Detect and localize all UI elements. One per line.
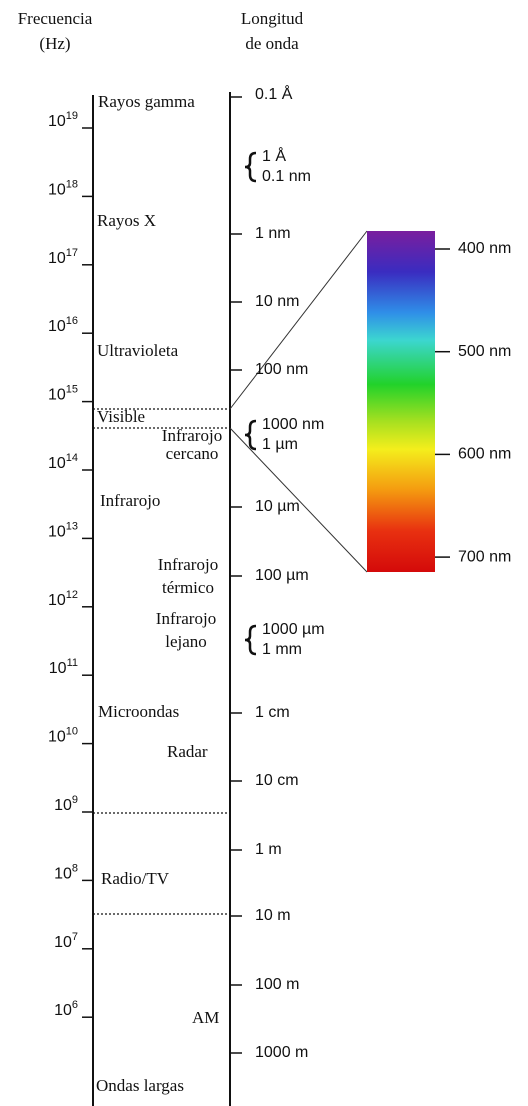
- exponent: 13: [66, 520, 78, 532]
- band-label: Infrarojo: [156, 609, 216, 628]
- wavelength-label: 0.1 Å: [255, 84, 293, 103]
- wavelength-label: 1 nm: [255, 225, 291, 242]
- base: 10: [48, 592, 66, 609]
- wavelength-label: 100 µm: [255, 567, 309, 584]
- band-label: Radio/TV: [101, 869, 170, 888]
- base: 10: [48, 250, 66, 267]
- band-label: Ultravioleta: [97, 341, 179, 360]
- frequency-label: 1016: [48, 315, 78, 335]
- header: (Hz): [39, 34, 70, 53]
- frequency-label: 1013: [48, 520, 78, 540]
- band-label: Rayos gamma: [98, 92, 195, 111]
- exponent: 6: [72, 999, 78, 1011]
- wavelength-label: 1 Å: [262, 146, 286, 165]
- frequency-label: 1019: [48, 110, 78, 130]
- wavelength-label: 100 nm: [255, 361, 308, 378]
- exponent: 19: [66, 110, 78, 122]
- exponent: 15: [66, 384, 78, 396]
- exponent: 17: [66, 247, 78, 259]
- exponent: 8: [72, 862, 78, 874]
- wavelength-label: 10 µm: [255, 498, 300, 515]
- band-label: Radar: [167, 742, 208, 761]
- base: 10: [48, 387, 66, 404]
- band-label: cercano: [166, 444, 219, 463]
- wavelength-label: 1 m: [255, 841, 282, 858]
- frequency-label: 1015: [48, 384, 78, 404]
- frequency-label: 106: [54, 999, 78, 1019]
- band-label: Rayos X: [97, 211, 156, 230]
- visible-spectrum: [367, 231, 435, 572]
- band-label: Infrarojo: [100, 491, 160, 510]
- wavelength-label: 1 cm: [255, 704, 290, 721]
- header: Frecuencia: [18, 9, 93, 28]
- base: 10: [54, 797, 72, 814]
- zoom-line: [229, 427, 368, 573]
- band-label: Microondas: [98, 702, 179, 721]
- band-label: Ondas largas: [96, 1076, 184, 1095]
- spectrum-label: 500 nm: [458, 343, 511, 360]
- wavelength-label: 1 mm: [262, 641, 302, 658]
- frequency-label: 1010: [48, 726, 78, 746]
- exponent: 12: [66, 589, 78, 601]
- wavelength-label: 1000 m: [255, 1044, 308, 1061]
- exponent: 7: [72, 931, 78, 943]
- band-label: Visible: [97, 407, 145, 426]
- exponent: 14: [66, 452, 78, 464]
- wavelength-label: 10 m: [255, 907, 291, 924]
- base: 10: [48, 182, 66, 199]
- brace: [244, 151, 257, 183]
- frequency-label: 1017: [48, 247, 78, 267]
- exponent: 16: [66, 315, 78, 327]
- frequency-label: 109: [54, 794, 78, 814]
- wavelength-label: 10 nm: [255, 293, 299, 310]
- base: 10: [48, 729, 66, 746]
- base: 10: [48, 113, 66, 130]
- wavelength-label: 1 µm: [262, 436, 298, 453]
- band-label: Infrarojo: [162, 426, 222, 445]
- base: 10: [49, 660, 67, 677]
- spectrum-label: 700 nm: [458, 548, 511, 565]
- exponent: 9: [72, 794, 78, 806]
- base: 10: [48, 524, 66, 541]
- band-label: AM: [192, 1008, 219, 1027]
- spectrum-label: 600 nm: [458, 446, 511, 463]
- brace: [244, 624, 257, 656]
- frequency-label: 1014: [48, 452, 78, 472]
- header: Longitud: [241, 9, 304, 28]
- base: 10: [54, 866, 72, 883]
- frequency-label: 108: [54, 862, 78, 882]
- band-label: lejano: [165, 632, 207, 651]
- base: 10: [48, 455, 66, 472]
- exponent: 11: [67, 657, 78, 669]
- frequency-label: 107: [54, 931, 78, 951]
- band-label: térmico: [162, 578, 214, 597]
- exponent: 18: [66, 178, 78, 190]
- header: de onda: [245, 34, 299, 53]
- wavelength-label: 1000 nm: [262, 416, 324, 433]
- frequency-label: 1012: [48, 589, 78, 609]
- base: 10: [48, 318, 66, 335]
- base: 10: [54, 1002, 72, 1019]
- band-label: Infrarojo: [158, 555, 218, 574]
- wavelength-label: 100 m: [255, 976, 299, 993]
- zoom-line: [229, 230, 368, 410]
- wavelength-label: 1000 µm: [262, 621, 325, 638]
- spectrum-label: 400 nm: [458, 240, 511, 257]
- base: 10: [54, 934, 72, 951]
- brace: [244, 419, 257, 451]
- wavelength-label: 10 cm: [255, 772, 299, 789]
- frequency-label: 1011: [49, 657, 78, 677]
- wavelength-label: 0.1 nm: [262, 168, 311, 185]
- frequency-label: 1018: [48, 178, 78, 198]
- exponent: 10: [66, 726, 78, 738]
